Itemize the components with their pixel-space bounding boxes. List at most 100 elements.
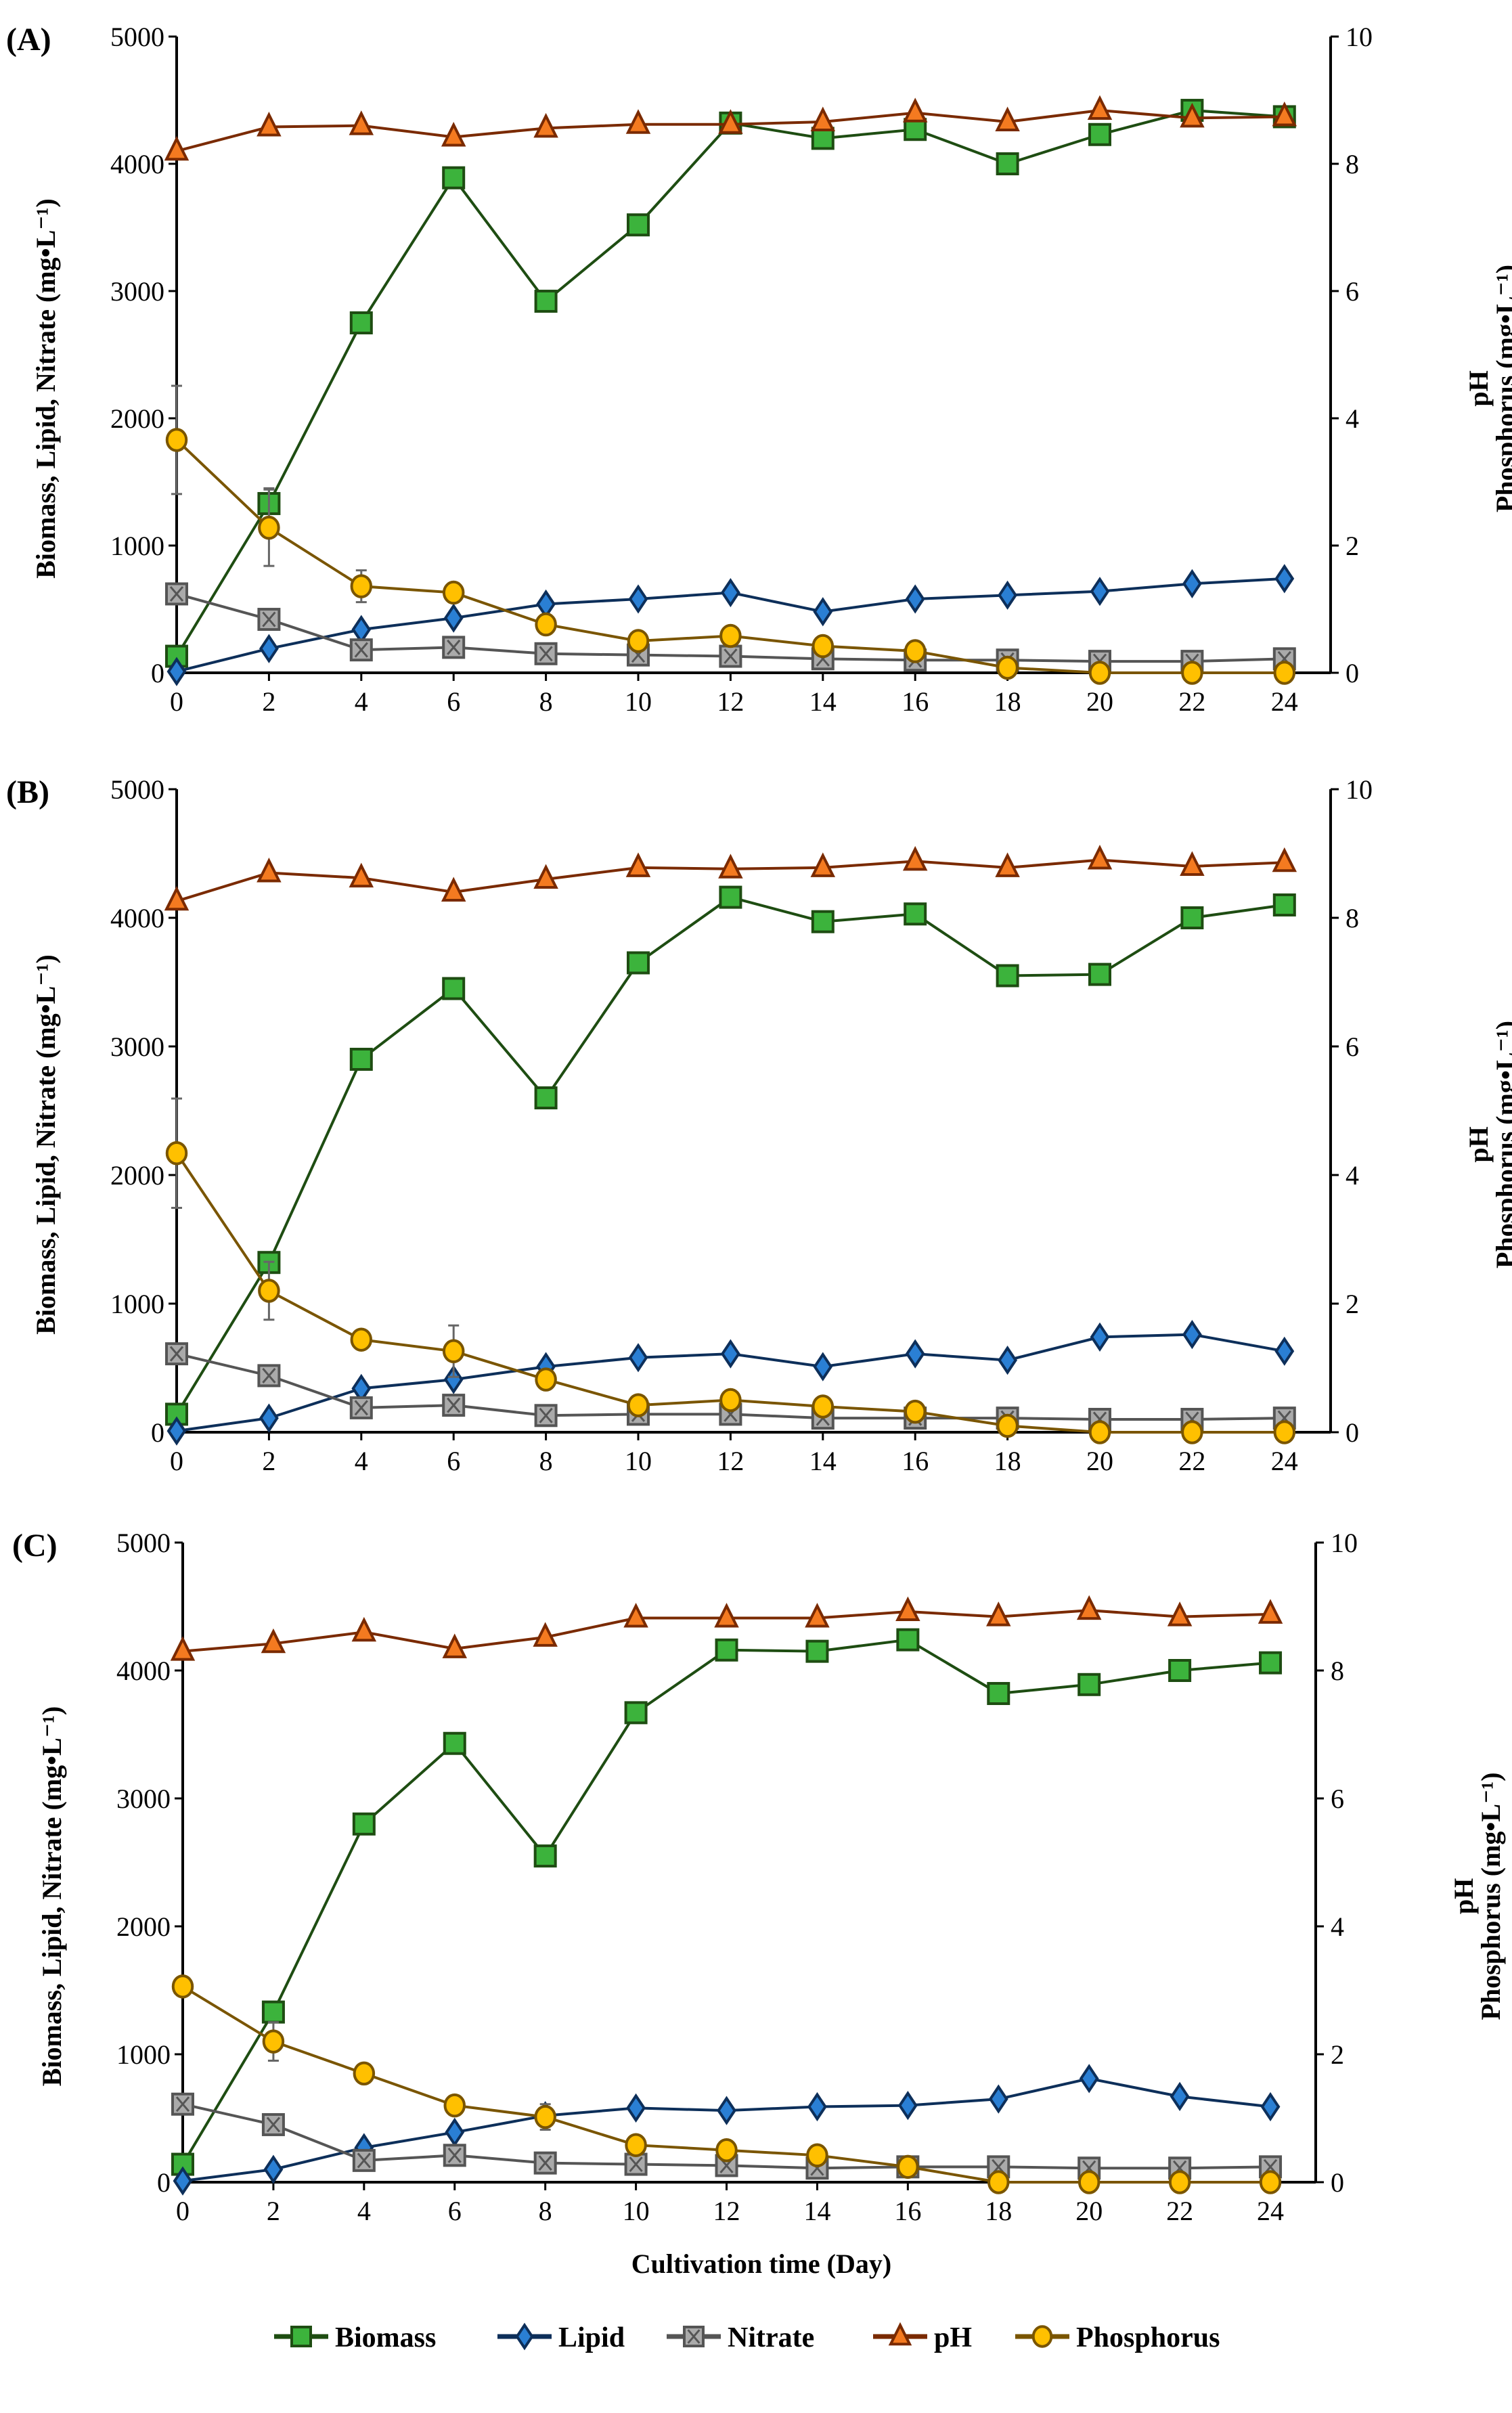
phosphorus-point — [627, 1393, 650, 1417]
series-phosphorus — [165, 1097, 1296, 1444]
x-tick-label: 24 — [1271, 686, 1298, 717]
biomass-point — [1168, 1659, 1192, 1682]
ph-point — [1180, 102, 1205, 128]
y2-tick-label: 4 — [1346, 1160, 1359, 1191]
biomass-point — [443, 1731, 466, 1755]
x-tick-label: 12 — [713, 2196, 740, 2226]
series-phosphorus — [171, 1974, 1282, 2194]
ph-point — [441, 122, 466, 147]
legend-item-ph: pH — [873, 2322, 972, 2353]
ph-point — [902, 97, 928, 123]
x-tick-label: 16 — [902, 1446, 929, 1476]
x-tick-label: 2 — [262, 1446, 275, 1476]
y2-tick-label: 2 — [1346, 1289, 1359, 1319]
lipid-point — [259, 1403, 279, 1433]
legend: Biomass Lipid Nitrate pH Phosphorus — [274, 2322, 1220, 2353]
y2-tick-label: 8 — [1346, 903, 1359, 933]
phosphorus-point — [627, 629, 650, 653]
y2-tick-label: 4 — [1346, 403, 1359, 434]
ph-point — [995, 852, 1020, 877]
biomass-point — [349, 1048, 373, 1071]
panel-label: (B) — [6, 774, 49, 810]
biomass-point — [996, 152, 1019, 175]
ph-point — [170, 1636, 196, 1661]
legend-marker-phosphorus — [1031, 2325, 1053, 2348]
phosphorus-point — [165, 1141, 188, 1166]
nitrate-point — [534, 1404, 558, 1427]
y-tick-label: 1000 — [110, 531, 164, 561]
y2-axis-title-ph: pH — [1463, 1126, 1494, 1162]
biomass-point — [1272, 893, 1296, 916]
phosphorus-point — [535, 612, 557, 637]
lipid-point — [628, 584, 648, 614]
phosphorus-point — [719, 623, 742, 648]
ph-point — [1076, 1595, 1102, 1620]
x-tick-label: 8 — [539, 2196, 552, 2226]
x-tick-label: 14 — [809, 686, 837, 717]
x-tick-label: 0 — [176, 2196, 190, 2226]
phosphorus-point — [1273, 1420, 1296, 1444]
biomass-point — [1088, 123, 1111, 146]
biomass-point — [627, 213, 650, 237]
ph-point — [995, 106, 1020, 131]
nitrate-point-x — [539, 646, 553, 662]
phosphorus-point — [165, 428, 188, 452]
x-tick-label: 18 — [994, 1446, 1021, 1476]
biomass-point — [352, 1812, 376, 1836]
biomass-point — [442, 977, 466, 1000]
lipid-point — [628, 1343, 648, 1373]
legend-label: Biomass — [335, 2322, 436, 2353]
ph-point — [1167, 1601, 1193, 1626]
nitrate-point-x — [357, 2152, 371, 2169]
x-tick-label: 4 — [355, 1446, 368, 1476]
series-lipid — [166, 564, 1295, 686]
x-tick-label: 22 — [1166, 2196, 1193, 2226]
ph-point — [533, 864, 558, 889]
x-tick-label: 8 — [539, 686, 553, 717]
lipid-point — [1079, 2064, 1099, 2094]
legend-item-phosphorus: Phosphorus — [1015, 2322, 1220, 2353]
y2-tick-label: 8 — [1346, 149, 1359, 179]
panel-a: 0 2 4 6 8 10 12 14 16 18 20 22 240100020003000400050… — [6, 22, 1512, 717]
lipid-point — [1274, 1336, 1295, 1366]
phosphorus-point — [442, 1339, 465, 1364]
phosphorus-point — [987, 2170, 1010, 2194]
nitrate-point-x — [724, 648, 738, 665]
nitrate-point-x — [538, 2155, 552, 2171]
lipid-point — [897, 2090, 918, 2121]
panel-c: 0 2 4 6 8 10 12 14 16 18 20 22 240100020003000400050… — [12, 1528, 1506, 2226]
lipid-point — [166, 1416, 187, 1446]
phosphorus-point — [1088, 661, 1111, 685]
series-ph — [164, 95, 1297, 161]
ph-point — [810, 852, 836, 877]
ph-point — [718, 854, 743, 879]
x-tick-label: 24 — [1257, 2196, 1284, 2226]
y2-axis-title-phosphorus: Phosphorus (mg•L⁻¹) — [1490, 265, 1512, 512]
y-tick-label: 1000 — [116, 2039, 171, 2070]
lipid-point — [720, 577, 740, 608]
nitrate-point-x — [354, 1400, 368, 1416]
y2-tick-label: 4 — [1331, 1911, 1344, 1942]
lipid-point — [1260, 2091, 1281, 2122]
biomass-point — [904, 902, 927, 926]
lipid-point — [1182, 1319, 1202, 1350]
phosphorus-point — [625, 2133, 647, 2157]
x-tick-label: 18 — [985, 2196, 1012, 2226]
lipid-point — [998, 1345, 1018, 1375]
nitrate-point-x — [447, 2147, 462, 2163]
biomass-point — [1077, 1673, 1101, 1696]
biomass-point — [442, 166, 466, 190]
phosphorus-point — [1088, 1420, 1111, 1444]
x-tick-label: 6 — [447, 686, 460, 717]
y2-tick-label: 6 — [1331, 1784, 1344, 1814]
biomass-point — [261, 2000, 285, 2024]
x-tick-label: 2 — [262, 686, 275, 717]
y-axis-title: Biomass, Lipid, Nitrate (mg•L⁻¹) — [30, 954, 61, 1335]
y-tick-label: 3000 — [116, 1784, 171, 1814]
y-tick-label: 2000 — [110, 403, 164, 434]
phosphorus-point — [1168, 2170, 1191, 2194]
y2-tick-label: 0 — [1346, 1417, 1359, 1448]
phosphorus-point — [350, 574, 373, 598]
y2-tick-label: 6 — [1346, 276, 1359, 307]
nitrate-point-x — [262, 1367, 276, 1383]
